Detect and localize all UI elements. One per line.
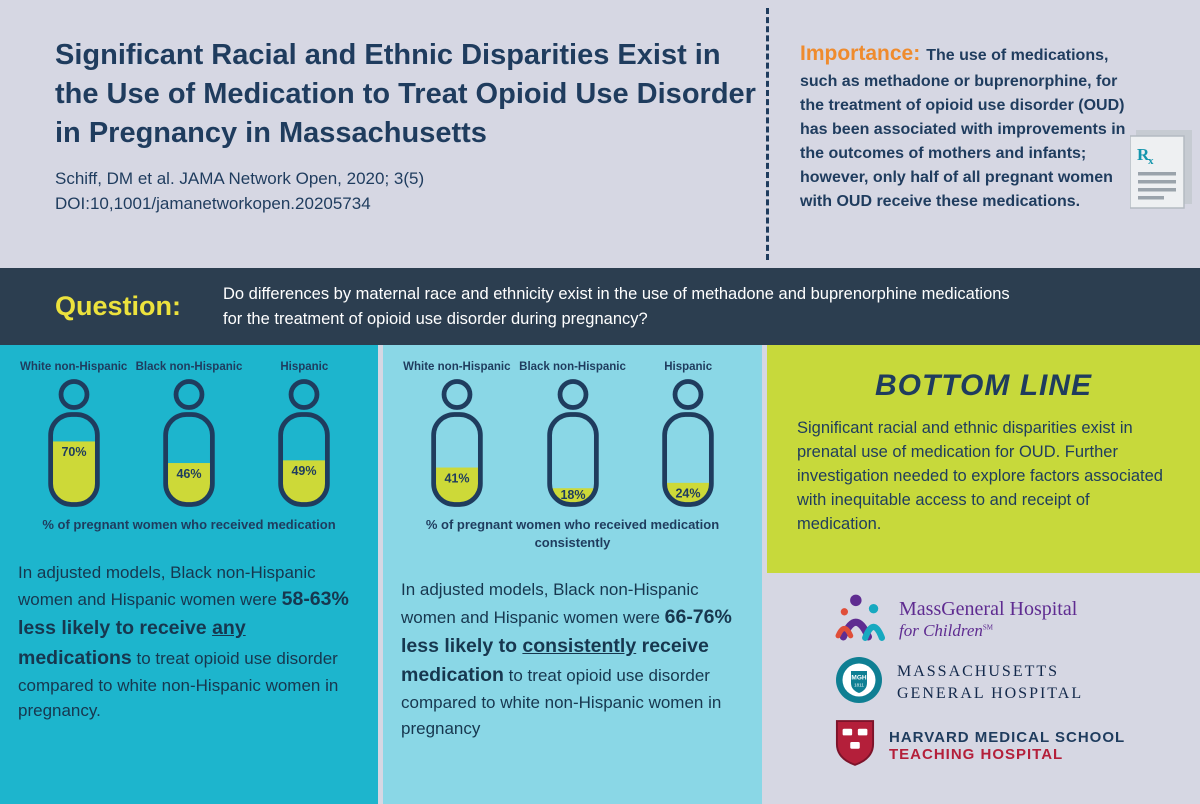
text-segment: to treat opioid use disorder compared to… <box>401 666 722 738</box>
title-block: Significant Racial and Ethnic Disparitie… <box>55 36 765 217</box>
rx-document-icon: R x <box>1129 130 1192 210</box>
dashed-divider <box>766 8 769 260</box>
person-fill-icon: 49% <box>278 379 331 507</box>
logo-harvard-medical-school: HARVARD MEDICAL SCHOOL TEACHING HOSPITAL <box>835 719 1200 772</box>
importance-body: The use of medications, such as methadon… <box>800 47 1126 210</box>
pictogram-consistent-medication: White non-Hispanic 41% Black non-Hispanic 1… <box>395 361 750 508</box>
bottom-line-box: BOTTOM LINE Significant racial and ethni… <box>767 345 1200 573</box>
figure-category-label: Hispanic <box>664 361 713 373</box>
header-section: Significant Racial and Ethnic Disparitie… <box>0 0 1200 268</box>
text-segment: In adjusted models, Black non-Hispanic w… <box>18 562 316 610</box>
person-fill-icon: 18% <box>546 379 599 507</box>
figure-value-label: 41% <box>444 471 469 485</box>
mgfc-figures-icon <box>835 593 885 646</box>
mgh-text: MASSACHUSETTS GENERAL HOSPITAL <box>897 661 1083 704</box>
svg-text:MGH: MGH <box>851 675 866 682</box>
question-text: Do differences by maternal race and ethn… <box>223 284 1010 328</box>
results-section: White non-Hispanic 70% Black non-Hispanic 4… <box>0 345 1200 804</box>
person-figure: Black non-Hispanic 46% <box>131 361 246 508</box>
mgfc-name: MassGeneral Hospital <box>899 598 1078 620</box>
svg-text:1811: 1811 <box>854 683 864 688</box>
mgh-line-1: MASSACHUSETTS <box>897 662 1060 680</box>
service-mark: SM <box>982 623 994 632</box>
page-title: Significant Racial and Ethnic Disparitie… <box>55 39 756 150</box>
text-segment: receive medication <box>401 634 709 687</box>
figure-category-label: Hispanic <box>280 361 329 373</box>
figure-value-label: 46% <box>176 467 201 481</box>
text-segment: 66-76% less likely to <box>401 605 732 657</box>
person-fill-icon: 41% <box>431 379 483 507</box>
panel-consistent-medication: White non-Hispanic 41% Black non-Hispanic 1… <box>383 345 762 804</box>
figure-category-label: White non-Hispanic <box>19 361 128 373</box>
figure-category-label: Black non-Hispanic <box>135 361 243 373</box>
hms-text: HARVARD MEDICAL SCHOOL TEACHING HOSPITAL <box>889 729 1125 763</box>
harvard-shield-icon <box>835 719 875 772</box>
finding-text-any: In adjusted models, Black non-Hispanic w… <box>18 560 360 724</box>
person-figure: White non-Hispanic 70% <box>16 361 131 508</box>
mgfc-subname: for ChildrenSM <box>899 621 994 640</box>
importance-label: Importance: <box>800 42 921 65</box>
figure-value-label: 70% <box>61 445 86 459</box>
logo-massgeneral-for-children: MassGeneral Hospital for ChildrenSM <box>835 593 1200 646</box>
mgh-line-2: GENERAL HOSPITAL <box>897 684 1084 702</box>
text-segment: any <box>212 617 246 640</box>
mgfc-text: MassGeneral Hospital for ChildrenSM <box>899 598 1077 641</box>
mgh-seal-icon: MGH 1811 <box>835 656 883 709</box>
person-fill-icon: 70% <box>47 379 100 507</box>
bottom-line-text: Significant racial and ethnic disparitie… <box>797 419 1163 533</box>
hms-line-1: HARVARD MEDICAL SCHOOL <box>889 728 1126 746</box>
citation: Schiff, DM et al. JAMA Network Open, 202… <box>55 167 765 216</box>
person-figure: Black non-Hispanic 18% <box>515 361 631 508</box>
text-segment: In adjusted models, Black non-Hispanic w… <box>401 580 699 627</box>
figure-category-label: White non-Hispanic <box>403 361 511 373</box>
panel-any-medication: White non-Hispanic 70% Black non-Hispanic 4… <box>0 345 378 804</box>
logo-massachusetts-general-hospital: MGH 1811 MASSACHUSETTS GENERAL HOSPITAL <box>835 656 1200 709</box>
pictogram-any-medication: White non-Hispanic 70% Black non-Hispanic 4… <box>12 361 366 508</box>
text-segment: to treat opioid use disorder compared to… <box>18 648 339 721</box>
hms-line-2: TEACHING HOSPITAL <box>889 745 1064 763</box>
figure-category-label: Black non-Hispanic <box>519 361 626 373</box>
person-figure: Hispanic 24% <box>630 361 746 508</box>
question-label: Question: <box>55 291 181 321</box>
question-band: Question: Do differences by maternal rac… <box>0 268 1200 345</box>
text-segment: medications <box>18 646 132 669</box>
text-segment: 58-63% less likely to receive <box>18 588 349 640</box>
figure-value-label: 18% <box>560 488 585 502</box>
bottom-line-heading: BOTTOM LINE <box>874 369 1093 402</box>
person-figure: White non-Hispanic 41% <box>399 361 515 508</box>
svg-text:x: x <box>1148 155 1154 167</box>
importance-text: Importance: The use of medications, such … <box>800 38 1132 214</box>
person-fill-icon: 46% <box>163 379 215 507</box>
hospital-logos: MassGeneral Hospital for ChildrenSM MGH … <box>767 573 1200 772</box>
pictogram-caption: % of pregnant women who received medicat… <box>42 517 336 532</box>
finding-text-consistent: In adjusted models, Black non-Hispanic w… <box>401 577 744 741</box>
figure-value-label: 49% <box>292 464 317 478</box>
text-segment: consistently <box>522 634 637 657</box>
right-column: BOTTOM LINE Significant racial and ethni… <box>767 345 1200 804</box>
citation-line-2: DOI:10,1001/jamanetworkopen.20205734 <box>55 194 371 214</box>
pictogram-caption: % of pregnant women who received medicat… <box>425 517 720 550</box>
figure-value-label: 24% <box>676 487 701 501</box>
svg-text:R: R <box>1137 145 1150 164</box>
citation-line-1: Schiff, DM et al. JAMA Network Open, 202… <box>55 169 425 189</box>
person-fill-icon: 24% <box>662 379 714 507</box>
person-figure: Hispanic 49% <box>247 361 362 508</box>
importance-section: Importance: The use of medications, such … <box>800 38 1192 214</box>
